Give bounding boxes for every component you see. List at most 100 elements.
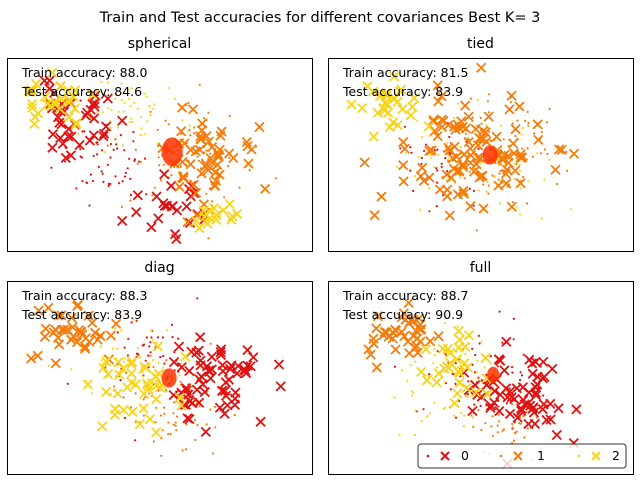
test-point-class-2: [47, 364, 50, 367]
train-point-class-0: [89, 98, 100, 109]
train-point-class-2: [392, 120, 403, 131]
train-point-class-2: [144, 413, 156, 425]
test-point-class-1: [488, 93, 491, 96]
test-point-class-1: [167, 433, 170, 436]
test-point-class-0: [471, 347, 474, 350]
test-point-class-0: [89, 173, 92, 176]
test-point-class-1: [491, 434, 494, 437]
test-point-class-0: [412, 189, 415, 192]
train-point-class-1: [376, 191, 387, 202]
train-accuracy-label: Train accuracy: 81.5: [342, 65, 468, 80]
test-point-class-1: [207, 111, 210, 114]
test-point-class-1: [486, 100, 489, 103]
test-point-class-0: [128, 157, 131, 160]
test-accuracy-label: Test accuracy: 83.9: [342, 84, 463, 99]
train-point-class-0: [255, 416, 266, 427]
test-point-class-1: [165, 359, 168, 362]
train-point-class-1: [447, 153, 458, 164]
test-point-class-2: [485, 124, 488, 127]
test-point-class-2: [89, 69, 92, 72]
test-point-class-2: [168, 86, 171, 90]
train-point-class-2: [421, 375, 433, 386]
test-point-class-1: [248, 169, 251, 172]
train-point-class-1: [176, 102, 188, 113]
legend-entry-1: 1: [499, 448, 545, 463]
test-point-class-1: [211, 200, 214, 203]
train-point-class-1: [195, 134, 207, 145]
train-point-class-0: [178, 399, 190, 410]
train-accuracy-label: Train accuracy: 88.7: [342, 288, 468, 303]
test-point-class-2: [543, 178, 546, 181]
train-point-class-0: [74, 139, 85, 151]
train-point-class-0: [176, 362, 187, 373]
test-point-class-0: [138, 160, 141, 163]
train-point-class-1: [188, 179, 199, 190]
train-point-class-1: [259, 183, 271, 195]
test-point-class-0: [123, 346, 126, 349]
train-point-class-1: [67, 321, 78, 333]
test-point-class-1: [196, 155, 199, 158]
train-point-class-1: [463, 111, 474, 122]
test-point-class-0: [129, 177, 132, 180]
test-point-class-0: [124, 171, 127, 174]
test-point-class-2: [458, 176, 462, 179]
train-point-class-1: [206, 142, 218, 153]
train-point-class-1: [178, 171, 189, 182]
test-point-class-0: [163, 362, 166, 365]
test-point-class-0: [127, 337, 130, 340]
test-point-class-2: [497, 164, 500, 167]
test-point-class-0: [109, 156, 112, 159]
test-point-class-0: [97, 165, 100, 168]
test-point-class-0: [119, 379, 122, 382]
train-point-class-1: [449, 141, 460, 152]
test-point-class-1: [522, 415, 525, 418]
train-point-class-2: [180, 351, 191, 362]
train-point-class-2: [150, 371, 161, 382]
test-point-class-0: [436, 169, 439, 172]
test-point-class-2: [138, 356, 141, 359]
train-point-class-2: [112, 388, 123, 399]
test-point-class-1: [511, 426, 514, 429]
test-point-class-2: [157, 361, 160, 364]
train-point-class-2: [29, 111, 41, 123]
test-point-class-2: [536, 152, 539, 155]
test-point-class-1: [491, 415, 494, 418]
test-point-class-0: [96, 153, 99, 156]
test-point-class-0: [501, 341, 504, 344]
train-point-class-1: [43, 302, 54, 314]
test-point-class-0: [112, 148, 115, 151]
train-point-class-1: [432, 130, 443, 142]
test-point-class-2: [120, 98, 124, 102]
test-point-class-2: [462, 425, 465, 428]
train-point-class-1: [510, 165, 521, 176]
test-point-class-0: [144, 359, 147, 362]
test-point-class-2: [393, 396, 396, 399]
train-point-class-0: [180, 382, 192, 394]
test-point-class-1: [159, 414, 162, 417]
train-point-class-2: [376, 89, 387, 100]
train-point-class-1: [174, 181, 185, 192]
train-point-class-2: [141, 378, 153, 389]
train-point-class-0: [82, 107, 93, 118]
test-point-class-0: [473, 403, 476, 406]
train-point-class-1: [210, 167, 221, 178]
test-point-class-1: [212, 452, 215, 455]
test-point-class-2: [143, 133, 146, 136]
train-point-class-1: [568, 148, 580, 159]
train-point-class-0: [60, 152, 71, 164]
test-point-class-1: [518, 422, 521, 425]
train-point-class-1: [444, 210, 455, 221]
train-point-class-0: [158, 198, 169, 209]
test-point-class-2: [429, 153, 433, 156]
train-point-class-1: [459, 100, 471, 111]
train-point-class-2: [194, 222, 205, 234]
train-point-class-2: [101, 356, 112, 367]
test-point-class-0: [498, 310, 501, 313]
test-point-class-0: [130, 321, 133, 324]
train-point-class-1: [436, 121, 448, 133]
test-point-class-1: [185, 448, 188, 451]
test-point-class-0: [477, 147, 480, 150]
test-point-class-2: [122, 360, 125, 363]
test-point-class-2: [419, 208, 422, 211]
train-point-class-0: [185, 191, 196, 202]
